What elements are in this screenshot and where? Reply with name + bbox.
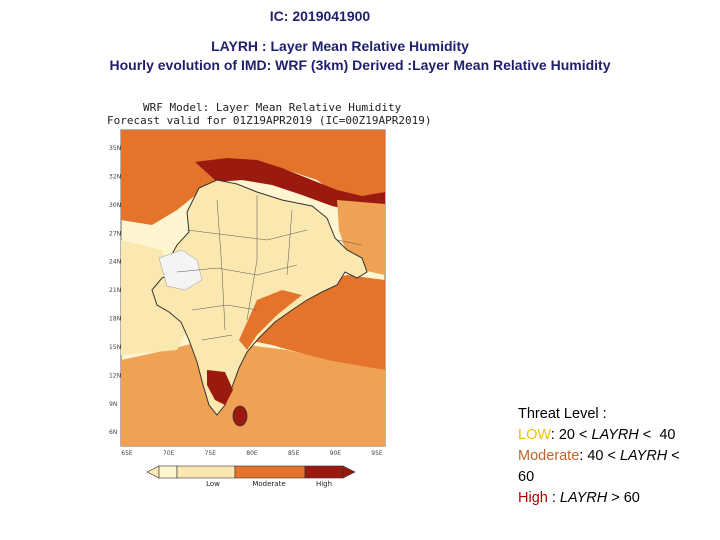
map-title-line2: Forecast valid for 01Z19APR2019 (IC=00Z1… [107, 114, 432, 127]
lat-label: 9N [109, 401, 117, 408]
moderate-region-east-coast [239, 290, 302, 350]
lat-label: 24N [109, 259, 121, 266]
legend-swatch-very-low [158, 465, 178, 479]
lon-label: 65E [121, 450, 133, 457]
threat-low-word: LOW [518, 427, 551, 443]
lat-label: 6N [109, 429, 117, 436]
lon-label: 75E [205, 450, 217, 457]
threat-high-line: High : LAYRH > 60 [518, 488, 713, 509]
threat-moderate-end: < [667, 448, 680, 464]
threat-low-text: : 20 < [550, 427, 592, 443]
legend-swatch-moderate [234, 465, 306, 479]
page-subtitle: Hourly evolution of IMD: WRF (3km) Deriv… [109, 57, 611, 73]
lon-label: 90E [330, 450, 342, 457]
sri-lanka [232, 405, 248, 427]
lat-label: 18N [109, 316, 121, 323]
threat-low-var: LAYRH [591, 427, 639, 443]
lon-label: 80E [246, 450, 258, 457]
moderate-region-south [121, 340, 385, 446]
lat-label: 30N [109, 202, 121, 209]
lon-label: 85E [288, 450, 300, 457]
legend-label-moderate: Moderate [252, 480, 285, 488]
humidity-map: 35N 32N 30N 27N 24N 21N 18N 15N 12N 9N 6N 65E 70E 75… [109, 129, 386, 488]
humidity-map-panel: WRF Model: Layer Mean Relative Humidity … [107, 100, 432, 490]
threat-moderate-text: : 40 < [579, 448, 620, 464]
threat-low-end: < 40 [638, 427, 676, 443]
india-landmass [151, 179, 368, 416]
lat-label: 21N [109, 287, 121, 294]
high-region-south-tip [207, 370, 233, 405]
threat-high-word: High [518, 490, 548, 506]
threat-high-var: LAYRH [559, 490, 608, 506]
lat-label: 15N [109, 344, 121, 351]
threat-high-text: : [547, 490, 560, 506]
high-region-himalaya [195, 158, 385, 212]
legend-swatch-low [176, 465, 236, 479]
lon-label: 70E [163, 450, 175, 457]
legend-label-high: High [316, 480, 332, 488]
lat-label: 27N [109, 230, 121, 237]
lon-label: 95E [371, 450, 383, 457]
threat-moderate-line: Moderate: 40 < LAYRH < [518, 446, 713, 467]
threat-high-end: > 60 [607, 490, 640, 506]
threat-low-line: LOW: 20 < LAYRH < 40 [518, 425, 713, 446]
threat-moderate-line2: 60 [518, 469, 535, 485]
threat-heading: Threat Level : [518, 406, 607, 422]
initial-condition-label: IC: 2019041900 [269, 8, 371, 24]
lat-label: 35N [109, 145, 121, 152]
map-title-line1: WRF Model: Layer Mean Relative Humidity [143, 101, 402, 114]
legend-swatch-high [304, 465, 344, 479]
threat-moderate-var: LAYRH [619, 448, 668, 464]
page-title: LAYRH : Layer Mean Relative Humidity [211, 38, 469, 54]
threat-level-panel: Threat Level : LOW: 20 < LAYRH < 40 Mode… [518, 404, 713, 509]
legend-arrow-left [146, 465, 160, 479]
lat-label: 32N [109, 173, 121, 180]
state-boundaries [176, 195, 363, 341]
moderate-region-north [121, 130, 385, 225]
threat-moderate-word: Moderate [518, 448, 580, 464]
legend-label-low: Low [206, 480, 220, 488]
lat-label: 12N [109, 372, 121, 379]
dry-region-west [158, 249, 203, 291]
legend-arrow-right [342, 465, 356, 479]
map-legend: Low Moderate High [146, 465, 356, 488]
